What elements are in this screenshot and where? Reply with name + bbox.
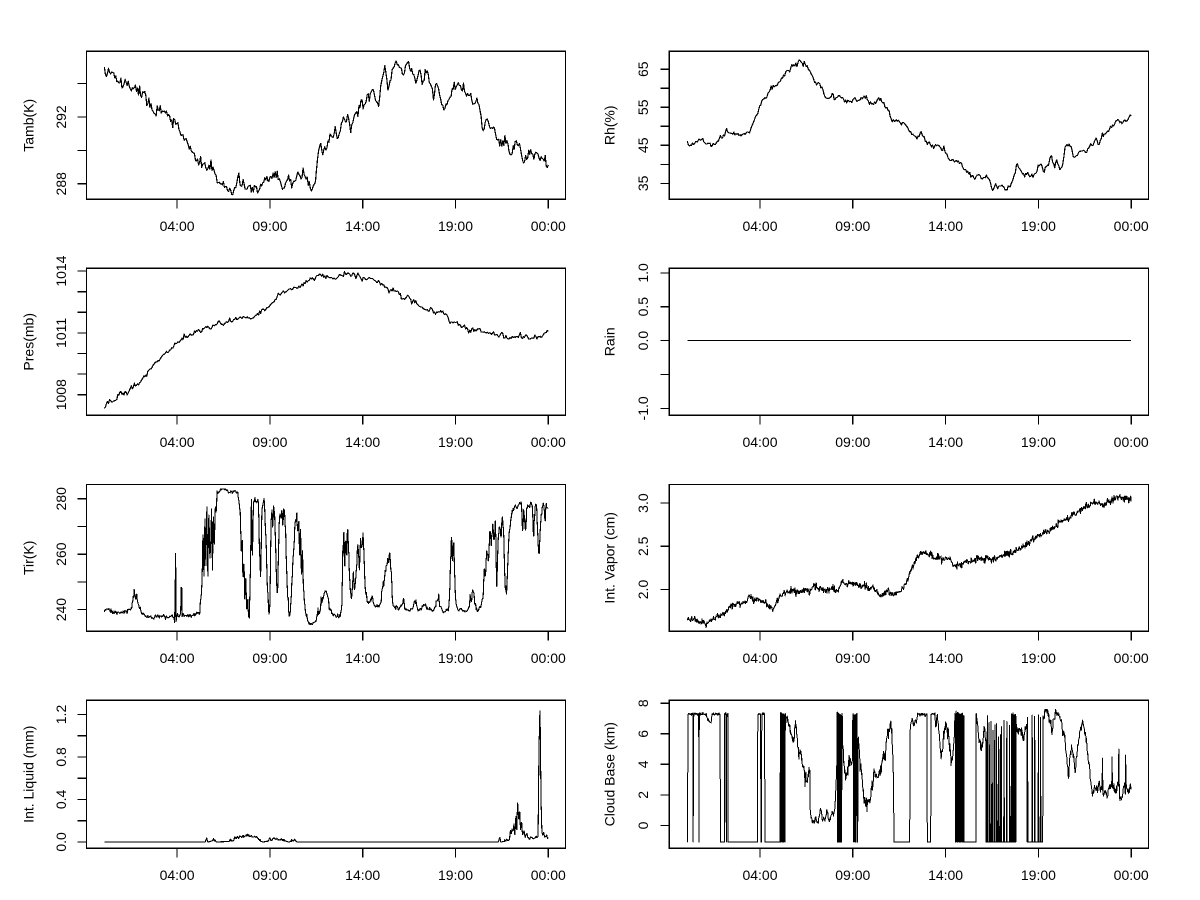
svg-text:19:00: 19:00 [1021,867,1056,883]
svg-text:0: 0 [635,821,651,829]
svg-text:0.5: 0.5 [635,297,651,317]
svg-text:0.0: 0.0 [53,832,69,852]
svg-text:Tamb(K): Tamb(K) [21,99,37,152]
svg-text:14:00: 14:00 [928,218,963,234]
svg-text:1.0: 1.0 [635,263,651,283]
svg-text:04:00: 04:00 [742,867,777,883]
svg-text:Rh(%): Rh(%) [602,105,618,145]
svg-text:00:00: 00:00 [531,867,566,883]
svg-text:1.2: 1.2 [53,705,69,725]
svg-text:14:00: 14:00 [345,434,380,450]
svg-text:1008: 1008 [53,379,69,410]
svg-text:19:00: 19:00 [438,218,473,234]
svg-text:Int. Liquid (mm): Int. Liquid (mm) [21,726,37,823]
svg-text:09:00: 09:00 [252,218,287,234]
svg-text:04:00: 04:00 [742,650,777,666]
svg-text:Pres(mb): Pres(mb) [21,313,37,371]
svg-text:35: 35 [635,175,651,191]
svg-text:45: 45 [635,137,651,153]
svg-text:Int. Vapor (cm): Int. Vapor (cm) [602,512,618,604]
svg-text:09:00: 09:00 [835,218,870,234]
svg-text:260: 260 [53,542,69,566]
svg-text:Cloud Base (km): Cloud Base (km) [602,722,618,826]
svg-text:19:00: 19:00 [1021,434,1056,450]
svg-text:04:00: 04:00 [742,218,777,234]
svg-text:14:00: 14:00 [345,218,380,234]
svg-text:00:00: 00:00 [1114,434,1149,450]
svg-text:14:00: 14:00 [345,650,380,666]
svg-text:19:00: 19:00 [1021,650,1056,666]
svg-text:0.0: 0.0 [635,331,651,351]
svg-text:55: 55 [635,99,651,115]
svg-text:19:00: 19:00 [438,867,473,883]
svg-text:09:00: 09:00 [835,867,870,883]
svg-text:14:00: 14:00 [345,867,380,883]
svg-text:3.0: 3.0 [635,493,651,513]
svg-text:04:00: 04:00 [742,434,777,450]
svg-text:00:00: 00:00 [1114,218,1149,234]
svg-text:1011: 1011 [53,318,69,348]
svg-text:00:00: 00:00 [531,650,566,666]
svg-text:4: 4 [635,760,651,768]
svg-text:0.8: 0.8 [53,747,69,767]
svg-text:65: 65 [635,61,651,77]
svg-text:04:00: 04:00 [160,867,195,883]
svg-text:09:00: 09:00 [252,650,287,666]
svg-text:09:00: 09:00 [252,867,287,883]
svg-text:09:00: 09:00 [835,434,870,450]
svg-text:19:00: 19:00 [438,434,473,450]
svg-text:14:00: 14:00 [928,650,963,666]
svg-text:6: 6 [635,730,651,738]
svg-text:04:00: 04:00 [160,434,195,450]
svg-text:00:00: 00:00 [1114,867,1149,883]
svg-text:04:00: 04:00 [160,650,195,666]
svg-text:14:00: 14:00 [928,867,963,883]
svg-text:1014: 1014 [53,255,69,286]
svg-text:240: 240 [53,598,69,622]
svg-text:09:00: 09:00 [835,650,870,666]
svg-text:-1.0: -1.0 [635,396,651,420]
svg-text:2.5: 2.5 [635,536,651,556]
svg-text:09:00: 09:00 [252,434,287,450]
svg-text:19:00: 19:00 [438,650,473,666]
svg-text:2: 2 [635,791,651,799]
svg-text:0.4: 0.4 [53,789,69,809]
svg-text:292: 292 [53,105,69,129]
svg-text:288: 288 [53,172,69,196]
svg-text:14:00: 14:00 [928,434,963,450]
svg-text:00:00: 00:00 [531,434,566,450]
svg-text:2.0: 2.0 [635,580,651,600]
svg-text:Tir(K): Tir(K) [21,541,37,575]
svg-text:280: 280 [53,487,69,511]
svg-text:04:00: 04:00 [160,218,195,234]
svg-text:00:00: 00:00 [531,218,566,234]
svg-text:8: 8 [635,699,651,707]
svg-text:00:00: 00:00 [1114,650,1149,666]
svg-text:19:00: 19:00 [1021,218,1056,234]
svg-text:Rain: Rain [602,327,618,356]
